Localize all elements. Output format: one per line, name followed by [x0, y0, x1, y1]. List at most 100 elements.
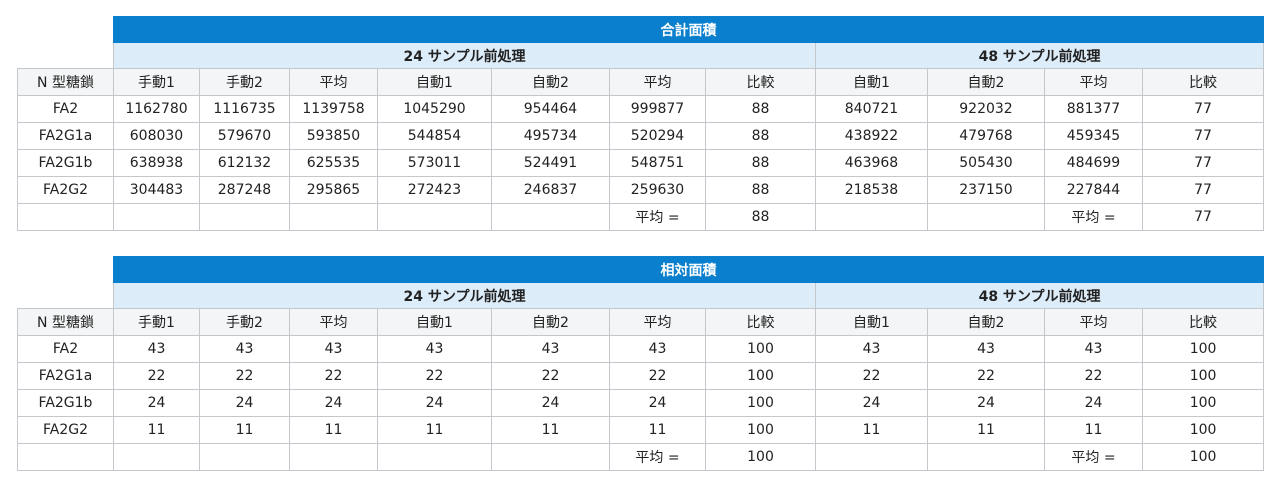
value-cell: 495734 [491, 122, 610, 150]
value-cell: 22 [199, 362, 290, 390]
value-cell: 1116735 [199, 95, 290, 123]
column-header: 自動2 [491, 68, 610, 96]
value-cell: 484699 [1044, 149, 1143, 177]
value-cell: 304483 [113, 176, 200, 204]
value-cell: 43 [1044, 335, 1143, 363]
value-cell: 246837 [491, 176, 610, 204]
column-header: 自動2 [491, 308, 610, 336]
glycan-name-cell: FA2G1a [17, 122, 114, 150]
value-cell: 22 [377, 362, 492, 390]
value-cell: 881377 [1044, 95, 1143, 123]
value-cell: 11 [199, 416, 290, 444]
value-cell: 11 [113, 416, 200, 444]
value-cell: 100 [705, 362, 816, 390]
value-cell: 88 [705, 95, 816, 123]
value-cell: 1139758 [289, 95, 378, 123]
value-cell: 22 [927, 362, 1045, 390]
average-label-24: 平均 = [609, 443, 706, 471]
column-header: 自動1 [815, 68, 928, 96]
value-cell: 88 [705, 122, 816, 150]
empty-cell [113, 443, 200, 471]
value-cell: 43 [199, 335, 290, 363]
value-cell: 227844 [1044, 176, 1143, 204]
glycan-name-cell: FA2G1b [17, 149, 114, 177]
title-row: 相対面積 [18, 256, 1265, 283]
value-cell: 24 [815, 389, 928, 417]
value-cell: 593850 [289, 122, 378, 150]
empty-cell [377, 203, 492, 231]
value-cell: 43 [491, 335, 610, 363]
value-cell: 88 [705, 149, 816, 177]
column-header: 手動1 [113, 68, 200, 96]
value-cell: 24 [289, 389, 378, 417]
summary-row: 平均 = 100 平均 = 100 [17, 443, 1265, 471]
value-cell: 1162780 [113, 95, 200, 123]
value-cell: 612132 [199, 149, 290, 177]
column-header: 自動2 [927, 308, 1045, 336]
value-cell: 625535 [289, 149, 378, 177]
column-header: 平均 [609, 308, 706, 336]
value-cell: 100 [705, 389, 816, 417]
summary-row: 平均 = 88 平均 = 77 [17, 203, 1265, 231]
value-cell: 11 [377, 416, 492, 444]
value-cell: 524491 [491, 149, 610, 177]
empty-cell [491, 443, 610, 471]
value-cell: 24 [491, 389, 610, 417]
value-cell: 544854 [377, 122, 492, 150]
value-cell: 100 [1141, 362, 1265, 390]
column-header: 比較 [705, 308, 816, 336]
value-cell: 999877 [609, 95, 706, 123]
value-cell: 463968 [815, 149, 928, 177]
value-cell: 438922 [815, 122, 928, 150]
value-cell: 100 [705, 335, 816, 363]
column-header-row: N 型糖鎖 手動1 手動2 平均 自動1 自動2 平均 比較 自動1 自動2 平均 比較 [17, 308, 1265, 336]
value-cell: 43 [377, 335, 492, 363]
column-header: 比較 [1141, 68, 1265, 96]
value-cell: 100 [1141, 416, 1265, 444]
value-cell: 459345 [1044, 122, 1143, 150]
table-row: FA2 1162780 1116735 1139758 1045290 954464 999… [17, 95, 1265, 123]
average-value-24: 88 [705, 203, 816, 231]
empty-corner [18, 43, 114, 69]
value-cell: 24 [1044, 389, 1143, 417]
column-header: 手動1 [113, 308, 200, 336]
average-label-24: 平均 = [609, 203, 706, 231]
glycan-name-cell: FA2G2 [17, 176, 114, 204]
column-header: 比較 [705, 68, 816, 96]
group-header-24: 24 サンプル前処理 [113, 282, 816, 309]
table-row: FA2G1b 638938 612132 625535 573011 524491 5487… [17, 149, 1265, 177]
value-cell: 11 [927, 416, 1045, 444]
average-label-48: 平均 = [1044, 203, 1143, 231]
value-cell: 77 [1141, 122, 1265, 150]
value-cell: 608030 [113, 122, 200, 150]
value-cell: 22 [113, 362, 200, 390]
column-header: N 型糖鎖 [17, 68, 114, 96]
value-cell: 24 [609, 389, 706, 417]
value-cell: 218538 [815, 176, 928, 204]
value-cell: 22 [815, 362, 928, 390]
value-cell: 11 [1044, 416, 1143, 444]
value-cell: 505430 [927, 149, 1045, 177]
group-header-24: 24 サンプル前処理 [113, 42, 816, 69]
value-cell: 24 [377, 389, 492, 417]
average-value-24: 100 [705, 443, 816, 471]
empty-cell [113, 203, 200, 231]
value-cell: 43 [113, 335, 200, 363]
value-cell: 579670 [199, 122, 290, 150]
value-cell: 22 [491, 362, 610, 390]
value-cell: 43 [289, 335, 378, 363]
group-header-48: 48 サンプル前処理 [814, 282, 1265, 309]
empty-cell [491, 203, 610, 231]
value-cell: 43 [815, 335, 928, 363]
value-cell: 11 [815, 416, 928, 444]
value-cell: 24 [927, 389, 1045, 417]
average-value-48: 77 [1141, 203, 1265, 231]
average-label-48: 平均 = [1044, 443, 1143, 471]
empty-corner [18, 257, 114, 283]
column-header-row: N 型糖鎖 手動1 手動2 平均 自動1 自動2 平均 比較 自動1 自動2 平均 比較 [17, 68, 1265, 96]
table-row: FA2G1a 608030 579670 593850 544854 495734 5202… [17, 122, 1265, 150]
average-value-48: 100 [1141, 443, 1265, 471]
value-cell: 22 [609, 362, 706, 390]
empty-cell [17, 203, 114, 231]
value-cell: 1045290 [377, 95, 492, 123]
